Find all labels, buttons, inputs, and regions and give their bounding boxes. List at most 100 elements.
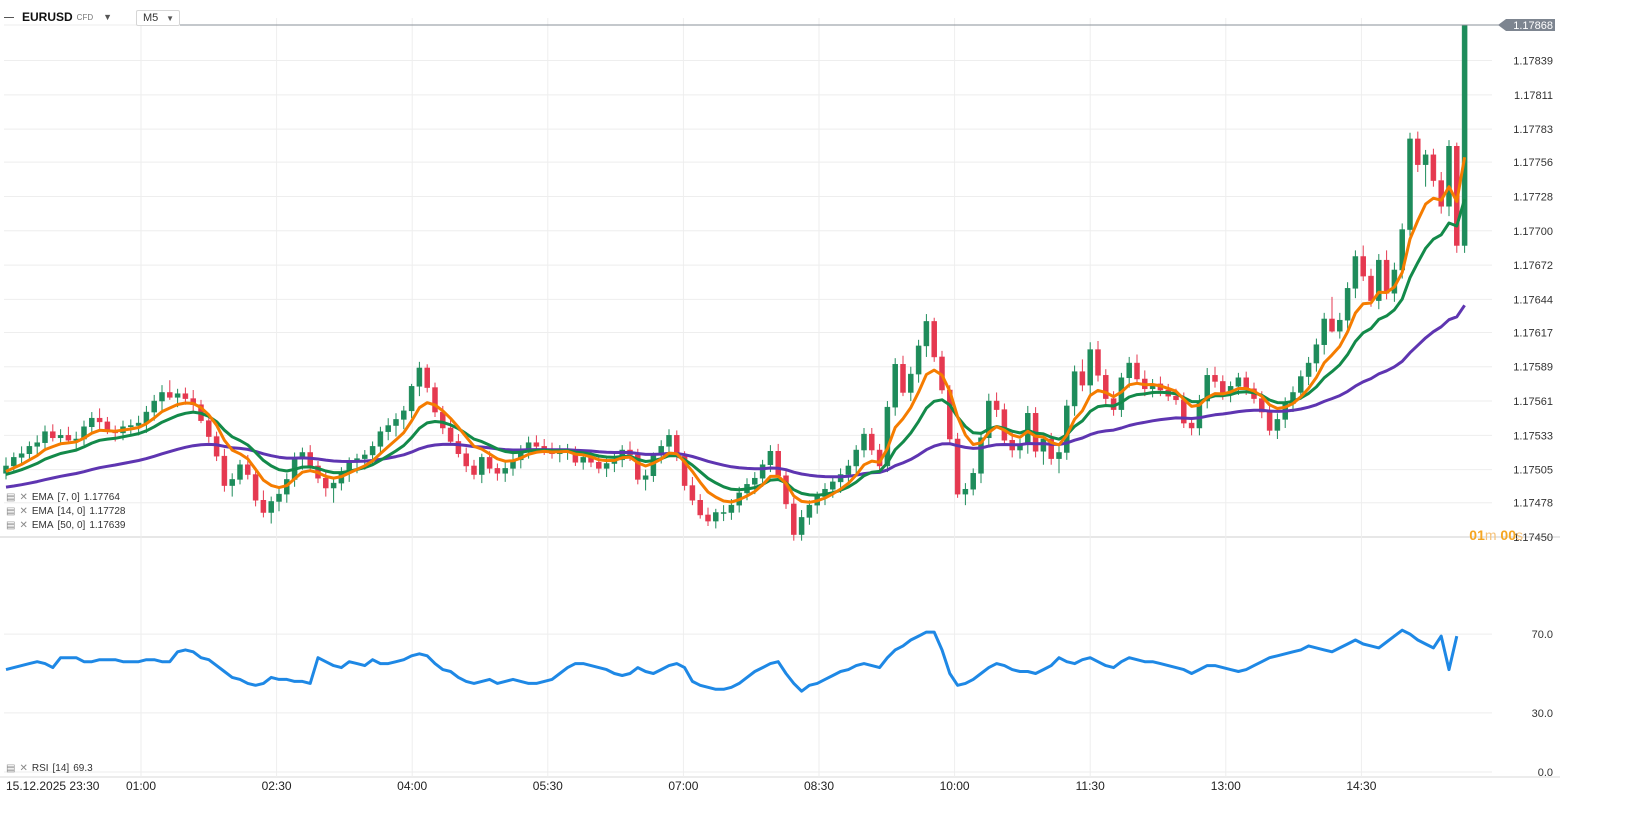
collapse-dash-icon[interactable]: [4, 16, 14, 18]
candle-up: [884, 406, 891, 467]
candle-up: [377, 431, 384, 447]
chart-header: EURUSD CFD ▼: [0, 6, 112, 28]
candle-up: [11, 457, 17, 467]
candle-down: [705, 514, 711, 522]
candle-up: [767, 451, 774, 465]
candle-up: [1274, 419, 1281, 431]
indicator-value: 1.17764: [83, 492, 120, 503]
candle-down: [1103, 375, 1109, 399]
candle-up: [408, 386, 415, 412]
candle-up: [892, 364, 898, 408]
candle-up: [1087, 349, 1093, 386]
candle-down: [775, 451, 781, 477]
indicator-value: 69.3: [73, 763, 93, 774]
time-tick-label: 14:30: [1346, 779, 1376, 793]
candle-up: [713, 512, 719, 522]
time-tick-label: 08:30: [804, 779, 834, 793]
candle-down: [1360, 256, 1366, 277]
indicator-legend-rsi: ▤ ✕ RSI [14] 69.3: [6, 763, 93, 774]
candle-down: [432, 387, 438, 413]
time-tick-label: 10:00: [940, 779, 970, 793]
indicator-params: [50, 0]: [57, 520, 86, 531]
candle-up: [1298, 376, 1304, 393]
candle-down: [182, 393, 189, 399]
candle-up: [159, 392, 165, 402]
candle-up: [1071, 371, 1078, 407]
timeframe-select[interactable]: M5 ▼: [136, 10, 180, 26]
candle-up: [986, 400, 992, 439]
candle-down: [697, 500, 703, 516]
candle-up: [1126, 362, 1132, 379]
settings-icon[interactable]: ▤: [6, 506, 16, 517]
candle-up: [1407, 138, 1413, 230]
remove-icon[interactable]: ✕: [19, 763, 28, 774]
symbol-type: CFD: [76, 12, 94, 22]
symbol-name[interactable]: EURUSD: [22, 10, 73, 24]
settings-icon[interactable]: ▤: [6, 492, 16, 503]
candle-down: [900, 364, 906, 393]
candle-down: [96, 417, 103, 423]
price-tick-label: 1.17644: [1513, 294, 1553, 306]
rsi-tick-label: 0.0: [1538, 767, 1553, 779]
candle-up: [1344, 288, 1351, 321]
candle-down: [1134, 362, 1140, 380]
candle-down: [1173, 395, 1179, 401]
candle-down: [1368, 275, 1374, 301]
price-tick-label: 1.17811: [1514, 90, 1553, 102]
candle-down: [494, 468, 501, 474]
remove-icon[interactable]: ✕: [19, 520, 28, 531]
settings-icon[interactable]: ▤: [6, 763, 16, 774]
indicator-value: 1.17639: [89, 520, 126, 531]
indicator-params: [14]: [52, 763, 70, 774]
candle-up: [853, 449, 859, 467]
price-tick-label: 1.17505: [1513, 465, 1553, 477]
candle-down: [1430, 154, 1437, 181]
candle-down: [221, 455, 228, 486]
candle-down: [206, 420, 212, 437]
candle-down: [260, 500, 267, 513]
price-tick-label: 1.17672: [1513, 260, 1553, 272]
rsi-axis: 70.0 30.0 0.0: [1532, 629, 1553, 779]
candle-up: [330, 482, 337, 489]
candle-up: [369, 446, 376, 456]
timer-seconds-unit: s: [1516, 527, 1523, 543]
remove-icon[interactable]: ✕: [19, 492, 28, 503]
price-tick-label: 1.17783: [1513, 124, 1553, 136]
timer-minutes-unit: m: [1484, 527, 1497, 543]
candle-down: [931, 321, 937, 358]
candle-up: [642, 475, 649, 480]
candle-up: [1305, 362, 1312, 377]
candle-up: [128, 425, 134, 428]
candle-down: [424, 367, 430, 388]
current-price-tag: 1.17868: [180, 19, 1555, 32]
candle-down: [1079, 371, 1086, 386]
candle-down: [689, 485, 696, 501]
candle-up: [34, 442, 40, 447]
remove-icon[interactable]: ✕: [19, 506, 28, 517]
timer-minutes: 01: [1469, 527, 1485, 543]
candle-up: [806, 504, 813, 518]
ema-14-line: [5, 198, 1467, 497]
price-tag-shape: [1498, 19, 1555, 31]
candle-up: [830, 481, 836, 490]
candle-up: [1337, 319, 1343, 332]
indicator-params: [7, 0]: [57, 492, 80, 503]
indicator-name: EMA: [31, 506, 54, 517]
candle-up: [229, 479, 235, 486]
candle-up: [401, 410, 407, 420]
price-axis: 1.17839 1.17811 1.17783 1.17756 1.17728 1.177…: [1513, 56, 1553, 544]
candle-down: [167, 392, 173, 398]
symbol-dropdown-icon[interactable]: ▼: [103, 12, 113, 22]
candle-up: [1422, 154, 1429, 165]
settings-icon[interactable]: ▤: [6, 520, 16, 531]
candle-up: [362, 454, 368, 459]
rsi-layer: [5, 628, 1459, 693]
time-tick-label: 11:30: [1076, 779, 1105, 793]
candle-up: [1056, 452, 1062, 459]
candle-up: [385, 425, 391, 432]
candle-up: [861, 433, 867, 451]
time-tick-label: 04:00: [397, 779, 427, 793]
candle-up: [1235, 377, 1242, 387]
